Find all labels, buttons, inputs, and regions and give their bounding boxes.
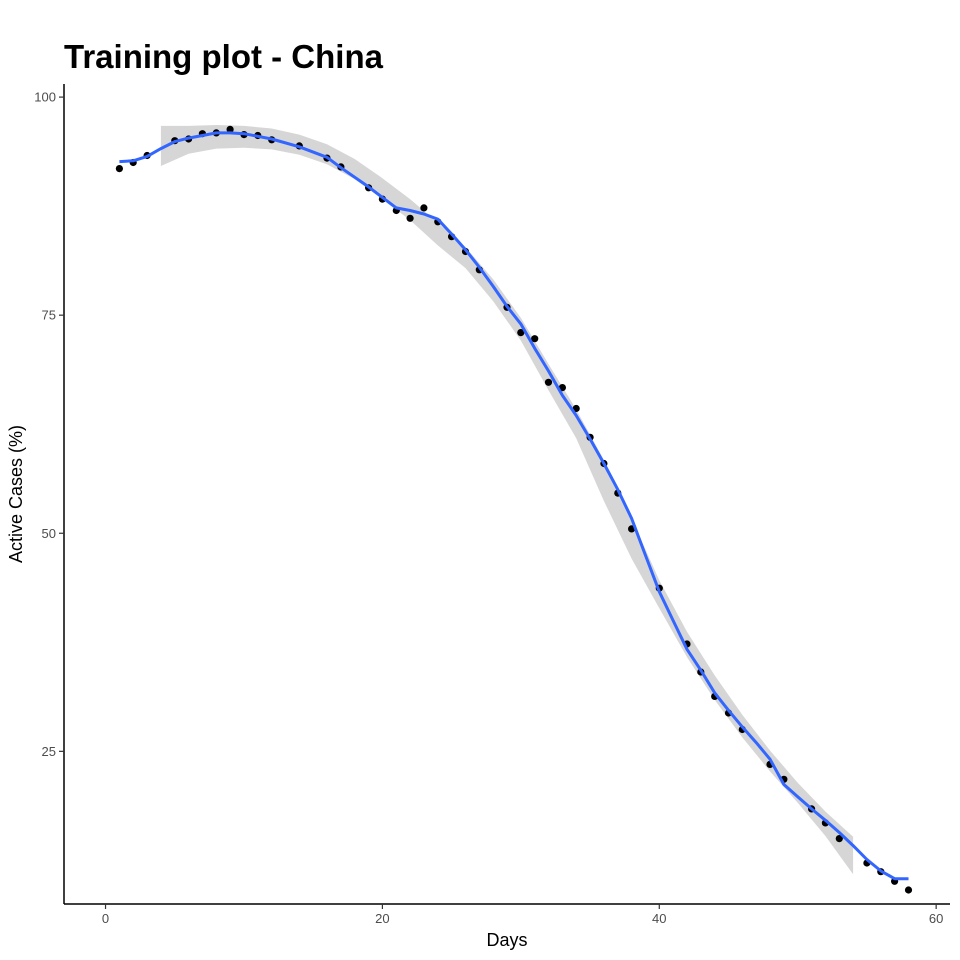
x-tick-label-0: 0 [102, 911, 109, 926]
y-axis-label: Active Cases (%) [6, 425, 26, 563]
x-axis-ticks: 0 20 40 60 [102, 904, 943, 926]
data-point-0 [115, 165, 123, 173]
y-tick-label-100: 100 [34, 90, 56, 105]
fit-line-layer [119, 131, 909, 881]
x-axis-label: Days [486, 930, 527, 950]
data-point-17 [406, 214, 414, 222]
chart-title: Training plot - China [64, 38, 384, 75]
y-axis-ticks: 25 50 75 100 [34, 90, 64, 759]
data-point-43 [835, 835, 843, 843]
data-point-47 [904, 886, 913, 894]
data-point-26 [544, 378, 553, 386]
confidence-band-layer [160, 125, 854, 875]
data-point-24 [517, 329, 525, 337]
y-tick-label-75: 75 [42, 308, 56, 323]
data-point-7 [226, 125, 234, 133]
y-tick-label-25: 25 [42, 744, 56, 759]
x-tick-label-40: 40 [652, 911, 666, 926]
fit-line [119, 131, 909, 881]
x-tick-label-20: 20 [375, 911, 389, 926]
confidence-band [160, 125, 854, 875]
data-point-25 [531, 335, 539, 343]
x-tick-label-60: 60 [929, 911, 943, 926]
data-point-18 [420, 204, 428, 212]
y-tick-label-50: 50 [42, 526, 56, 541]
